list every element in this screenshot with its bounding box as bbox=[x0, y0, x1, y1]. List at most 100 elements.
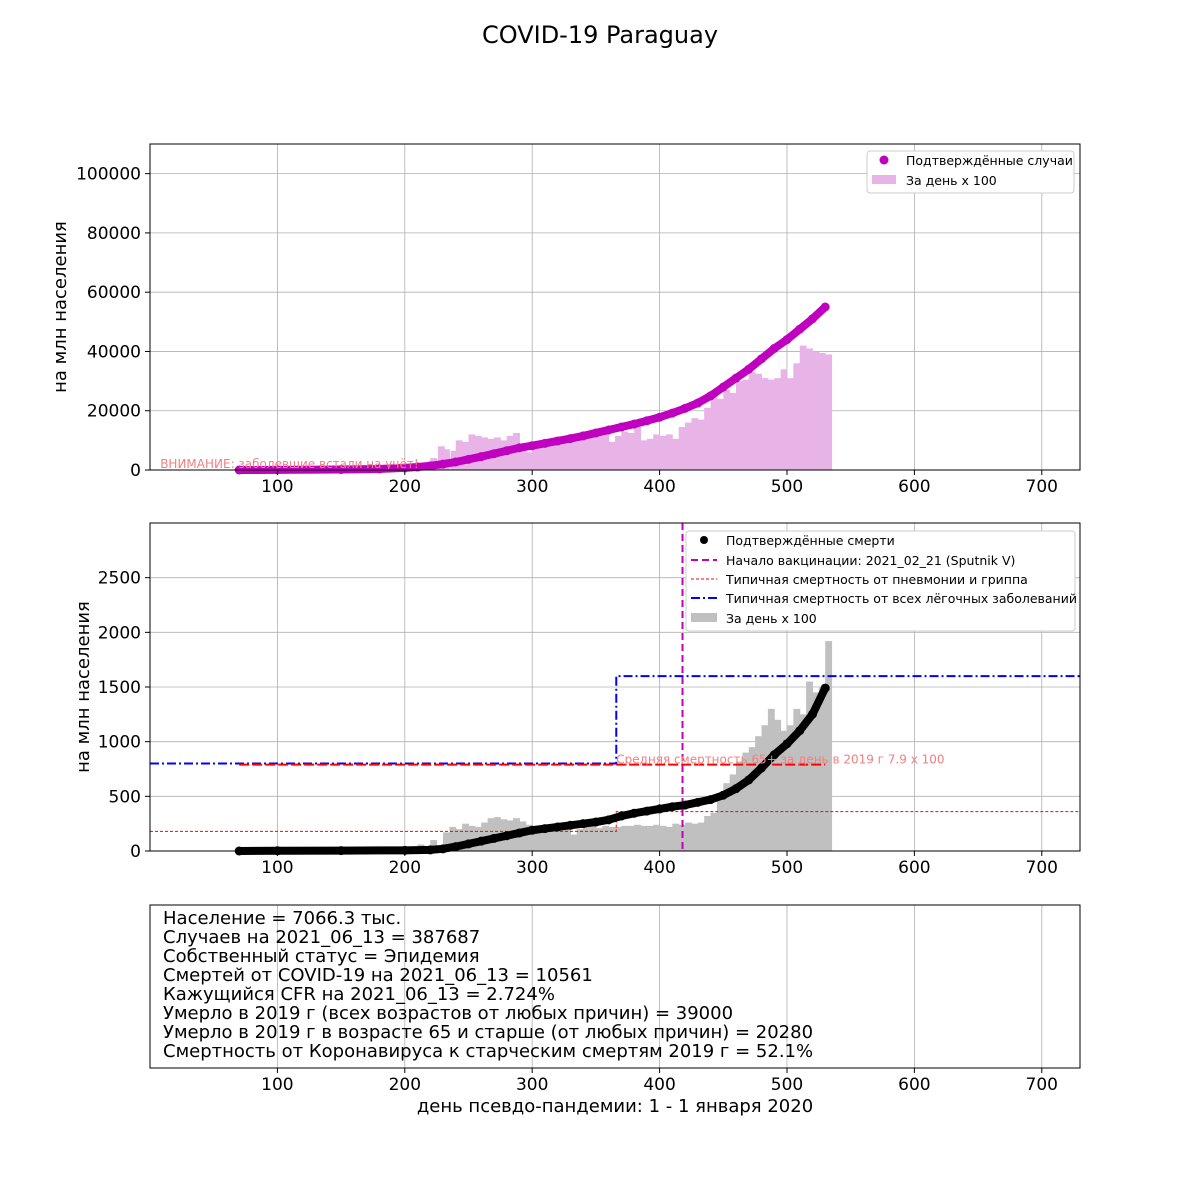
daily-cases-bar bbox=[678, 427, 686, 470]
confirmed-deaths-point bbox=[680, 800, 690, 810]
daily-cases-bar bbox=[761, 378, 769, 470]
deaths-legend-label-lung: Типичная смертность от всех лёгочных заб… bbox=[725, 591, 1077, 606]
daily-deaths-bar bbox=[430, 840, 438, 851]
deaths-average-annotation: Средняя смертность 65+ за день в 2019 г … bbox=[616, 753, 944, 767]
deaths-legend-bar-swatch bbox=[691, 613, 717, 622]
cases-points bbox=[234, 302, 830, 475]
confirmed-deaths-point bbox=[527, 825, 537, 835]
daily-cases-bar bbox=[767, 379, 775, 470]
daily-cases-bar bbox=[608, 441, 616, 470]
daily-deaths-bar bbox=[595, 828, 603, 851]
confirmed-deaths-point bbox=[718, 790, 728, 800]
confirmed-deaths-point bbox=[820, 683, 830, 693]
confirmed-deaths-point bbox=[655, 804, 665, 814]
daily-deaths-bar bbox=[487, 818, 495, 851]
daily-cases-bar bbox=[780, 369, 788, 470]
confirmed-deaths-point bbox=[463, 839, 473, 849]
daily-cases-bar bbox=[557, 437, 565, 470]
daily-deaths-bar bbox=[742, 752, 750, 851]
info-line-cases: Случаев на 2021_06_13 = 387687 bbox=[163, 927, 480, 948]
daily-deaths-bar bbox=[786, 725, 794, 851]
daily-deaths-bar bbox=[634, 824, 641, 851]
daily-cases-bar bbox=[634, 427, 641, 470]
daily-cases-bar bbox=[704, 407, 712, 470]
confirmed-cases-point bbox=[820, 302, 830, 312]
daily-deaths-bar bbox=[443, 832, 450, 851]
confirmed-deaths-point bbox=[425, 845, 435, 855]
info-line-status: Собственный статус = Эпидемия bbox=[163, 946, 480, 967]
confirmed-cases-point bbox=[489, 449, 499, 459]
daily-cases-bar bbox=[437, 446, 445, 470]
x-tick-label: 200 bbox=[389, 858, 421, 878]
daily-cases-bar bbox=[659, 435, 667, 470]
daily-deaths-bar bbox=[570, 834, 578, 851]
daily-deaths-bar bbox=[583, 826, 591, 851]
confirmed-cases-point bbox=[374, 464, 384, 474]
daily-deaths-bar bbox=[615, 826, 622, 851]
deaths-legend-marker-points bbox=[700, 536, 708, 544]
confirmed-cases-point bbox=[451, 457, 461, 467]
daily-cases-bar bbox=[602, 428, 610, 470]
daily-deaths-bar bbox=[665, 826, 673, 851]
daily-cases-bar bbox=[736, 381, 743, 470]
daily-cases-bar bbox=[672, 438, 680, 470]
confirmed-deaths-point bbox=[553, 822, 563, 832]
daily-deaths-bar bbox=[544, 826, 552, 851]
daily-cases-bar bbox=[589, 434, 597, 470]
x-tick-label: 500 bbox=[771, 858, 803, 878]
daily-cases-bar bbox=[595, 429, 603, 470]
y-tick-label: 0 bbox=[130, 842, 141, 862]
confirmed-cases-point bbox=[782, 335, 792, 345]
cases-legend-marker bbox=[879, 155, 889, 165]
daily-cases-bar bbox=[615, 435, 622, 470]
confirmed-deaths-point bbox=[502, 831, 512, 841]
confirmed-cases-point bbox=[693, 398, 703, 408]
daily-deaths-bar bbox=[653, 824, 661, 851]
confirmed-deaths-point bbox=[476, 836, 486, 846]
x-tick-label: 100 bbox=[261, 1075, 293, 1095]
daily-deaths-bar bbox=[449, 826, 457, 851]
daily-deaths-bar bbox=[640, 825, 648, 851]
daily-deaths-bar bbox=[551, 825, 559, 851]
lung-disease-mortality-line bbox=[150, 675, 1080, 765]
cases-y-axis-label: на млн населения bbox=[50, 221, 71, 393]
daily-cases-bar bbox=[793, 363, 801, 470]
confirmed-deaths-point bbox=[451, 842, 461, 852]
confirmed-cases-point bbox=[565, 434, 575, 444]
daily-deaths-bar bbox=[774, 719, 782, 851]
y-tick-label: 20000 bbox=[87, 402, 141, 422]
confirmed-cases-point bbox=[591, 428, 601, 438]
y-tick-label: 100000 bbox=[76, 165, 141, 185]
daily-cases-bar bbox=[825, 354, 833, 470]
daily-cases-bar bbox=[665, 434, 673, 470]
confirmed-cases-point bbox=[807, 314, 817, 324]
daily-deaths-bar bbox=[755, 736, 763, 851]
y-tick-label: 2500 bbox=[98, 569, 141, 589]
daily-deaths-bar bbox=[704, 816, 712, 851]
confirmed-cases-point bbox=[718, 382, 728, 392]
daily-deaths-bar bbox=[780, 730, 788, 851]
confirmed-cases-point bbox=[731, 373, 741, 383]
x-tick-label: 400 bbox=[643, 858, 675, 878]
cases-warning-annotation: ВНИМАНИЕ: заболевшие встали на учёт! bbox=[160, 457, 419, 471]
info-line-cfr: Кажущийся CFR на 2021_06_13 = 2.724% bbox=[163, 984, 555, 1005]
daily-deaths-bar bbox=[659, 825, 667, 851]
info-line-deaths-2019: Умерло в 2019 г (всех возрастов от любых… bbox=[163, 1003, 733, 1024]
daily-deaths-bar bbox=[716, 799, 724, 851]
confirmed-deaths-point bbox=[565, 820, 575, 830]
confirmed-cases-point bbox=[706, 391, 716, 401]
confirmed-deaths-point bbox=[400, 845, 410, 855]
daily-cases-bar bbox=[742, 379, 750, 470]
deaths-legend-label-pneumonia: Типичная смертность от пневмонии и грипп… bbox=[725, 572, 1028, 587]
daily-cases-bar bbox=[455, 440, 463, 470]
daily-cases-bar bbox=[564, 440, 571, 470]
confirmed-cases-point bbox=[629, 419, 639, 429]
daily-cases-bar bbox=[551, 441, 559, 470]
daily-cases-bar bbox=[716, 398, 724, 470]
x-tick-label: 500 bbox=[771, 1075, 803, 1095]
confirmed-deaths-point bbox=[591, 817, 601, 827]
confirmed-deaths-point bbox=[438, 844, 448, 854]
daily-cases-bar bbox=[474, 435, 482, 470]
daily-cases-bar bbox=[685, 422, 692, 470]
confirmed-cases-point bbox=[413, 462, 423, 472]
